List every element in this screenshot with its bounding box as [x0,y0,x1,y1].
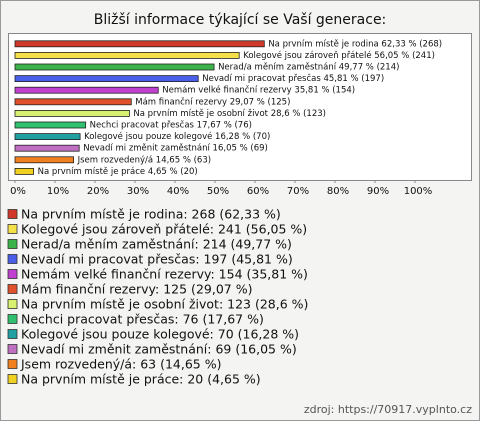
bar [14,86,159,94]
x-tick-label: 40% [167,186,189,197]
legend-swatch [7,344,18,354]
data-label: Nevadí mi pracovat přesčas 45,81 % (197) [202,73,384,84]
bar [14,110,130,117]
x-tick-label: 80% [327,186,349,197]
x-tick-label: 60% [247,186,269,197]
data-label: Kolegové jsou zároveň přátelé 56,05 % (2… [243,50,435,61]
x-tick-label: 30% [127,186,149,197]
data-label: Nemám velké finanční rezervy 35,81 % (15… [162,85,355,96]
legend-label: Jsem rozvedený/á: 63 (14,65 %) [20,357,221,372]
legend-label: Nerad/a měním zaměstnání: 214 (49,77 %) [21,237,292,252]
data-label: Kolegové jsou pouze kolegové 16,28 % (70… [84,131,270,142]
data-label: Nerad/a měním zaměstnání 49,77 % (214) [218,63,399,73]
x-tick-label: 10% [47,186,69,197]
bar [14,98,132,106]
legend-swatch [7,314,18,324]
legend-swatch [7,299,18,309]
x-tick-label: 70% [287,186,309,197]
legend-label: Nevadí mi změnit zaměstnání: 69 (16,05 %… [21,342,297,357]
legend-label: Nemám velké finanční rezervy: 154 (35,81… [21,267,308,282]
legend-swatch [7,329,18,339]
legend-label: Nevadí mi pracovat přesčas: 197 (45,81 %… [21,252,293,267]
data-label: Na prvním místě je práce 4,65 % (20) [38,167,198,177]
chart-title: Bližší informace týkající se Vaší genera… [94,12,387,28]
legend-swatch [7,254,18,264]
x-tick-label: 20% [87,186,109,197]
legend-swatch [7,239,18,249]
legend-label: Na prvním místě je práce: 20 (4,65 %) [21,372,261,387]
data-label: Na prvním místě je osobní život 28,6 % (… [133,109,326,119]
data-label: Na prvním místě je rodina 62,33 % (268) [268,39,442,49]
bar [14,133,81,141]
legend-swatch [7,374,18,384]
legend-label: Nechci pracovat přesčas: 76 (17,67 %) [21,312,264,327]
x-tick-label: 90% [367,186,389,197]
bar [14,121,87,129]
legend-swatch [7,224,18,234]
bar [14,40,265,48]
bar [14,144,80,152]
data-label: Jsem rozvedený/á 14,65 % (63) [77,155,211,165]
legend-label: Na prvním místě je osobní život: 123 (28… [21,297,308,312]
legend-label: Mám finanční rezervy: 125 (29,07 %) [21,282,252,297]
source: zdroj: https://70917.vyplnto.cz [304,403,472,416]
x-tick-label: 50% [207,186,229,197]
bar [14,75,199,82]
bar [14,63,215,71]
x-tick-label: 100% [404,186,433,197]
legend-label: Kolegové jsou zároveň přátelé: 241 (56,0… [21,222,307,237]
data-label: Nevadí mi změnit zaměstnání 16,05 % (69) [83,144,268,154]
legend-swatch [7,269,18,279]
x-tick-label: 0% [10,186,26,197]
data-label: Nechci pracovat přesčas 17,67 % (76) [90,120,252,131]
legend-swatch [7,284,18,294]
bar [14,52,240,59]
data-label: Mám finanční rezervy 29,07 % (125) [135,96,290,107]
bar [14,156,74,164]
legend-swatch [7,359,18,369]
legend-label: Kolegové jsou pouze kolegové: 70 (16,28 … [21,327,299,342]
legend-label: Na prvním místě je rodina: 268 (62,33 %) [21,207,281,222]
legend-swatch [7,209,18,219]
bar [14,167,35,175]
